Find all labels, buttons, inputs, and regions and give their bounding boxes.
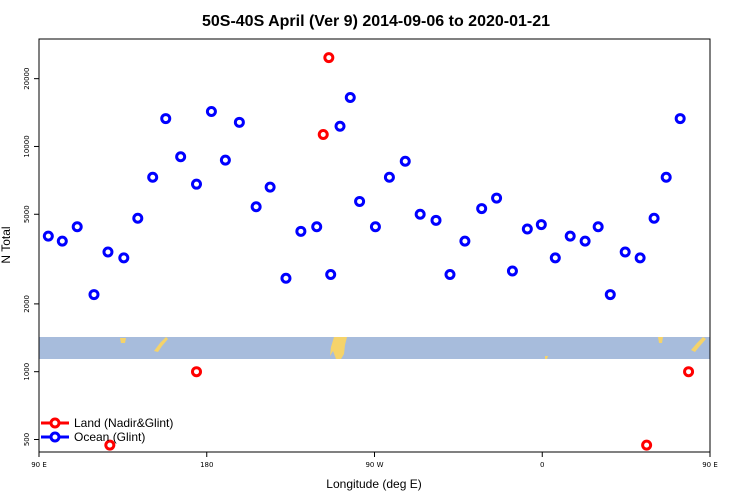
- ocean-point: [399, 155, 411, 167]
- ocean-point: [674, 113, 686, 125]
- land-patch: [154, 337, 168, 352]
- ocean-point: [619, 246, 631, 258]
- legend: Land (Nadir&Glint) Ocean (Glint): [41, 416, 173, 444]
- ocean-point: [190, 178, 202, 190]
- plot-frame: [38, 38, 711, 453]
- ocean-point: [521, 223, 533, 235]
- ocean-point: [71, 221, 83, 233]
- ocean-point: [88, 289, 100, 301]
- ocean-point: [369, 221, 381, 233]
- ocean-point: [205, 105, 217, 117]
- ocean-point: [535, 219, 547, 231]
- y-tick-label: 2000: [23, 295, 31, 313]
- ocean-point: [564, 230, 576, 242]
- x-axis: 90 E 180 90 W 0 90 E: [31, 452, 718, 469]
- ocean-point: [414, 208, 426, 220]
- ocean-point: [592, 221, 604, 233]
- ocean-point: [175, 151, 187, 163]
- ocean-point: [233, 116, 245, 128]
- x-tick-label: 180: [200, 461, 213, 469]
- land-point: [190, 366, 202, 378]
- ocean-point: [648, 212, 660, 224]
- land-patch: [120, 338, 126, 343]
- ocean-band: [39, 337, 710, 359]
- y-axis: 500 1000 2000 5000 10000 20000: [23, 68, 39, 446]
- ocean-point: [634, 252, 646, 264]
- land-patch: [658, 337, 663, 343]
- ocean-point: [459, 235, 471, 247]
- land-point: [683, 366, 695, 378]
- y-tick-label: 10000: [23, 135, 31, 157]
- x-tick-label: 90 W: [365, 461, 383, 469]
- x-tick-label: 0: [540, 461, 544, 469]
- ocean-point: [354, 195, 366, 207]
- y-tick-label: 5000: [23, 205, 31, 223]
- ocean-point: [344, 91, 356, 103]
- ocean-point: [160, 113, 172, 125]
- land-patch: [330, 337, 347, 359]
- ocean-point: [476, 203, 488, 215]
- legend-label-land: Land (Nadir&Glint): [74, 416, 173, 430]
- legend-label-ocean: Ocean (Glint): [74, 430, 145, 444]
- data-points: [42, 52, 695, 451]
- land-point: [323, 52, 335, 64]
- ocean-point: [42, 230, 54, 242]
- ocean-point: [430, 214, 442, 226]
- land-mask-band: [39, 337, 710, 359]
- ocean-point: [506, 265, 518, 277]
- y-tick-label: 500: [23, 433, 31, 446]
- land-point: [317, 129, 329, 141]
- x-axis-label: Longitude (deg E): [326, 477, 421, 491]
- ocean-point: [444, 269, 456, 281]
- y-tick-label: 20000: [23, 68, 31, 90]
- ocean-point: [311, 221, 323, 233]
- y-tick-label: 1000: [23, 363, 31, 381]
- ocean-point: [491, 192, 503, 204]
- ocean-point: [56, 235, 68, 247]
- ocean-point: [102, 246, 114, 258]
- land-point: [104, 439, 116, 451]
- legend-marker-land: [49, 417, 61, 429]
- ocean-point: [219, 154, 231, 166]
- ocean-point: [604, 289, 616, 301]
- land-patch: [691, 337, 706, 352]
- ocean-point: [264, 181, 276, 193]
- ocean-point: [250, 201, 262, 213]
- ocean-point: [118, 252, 130, 264]
- x-tick-label: 90 E: [31, 461, 47, 469]
- ocean-point: [280, 272, 292, 284]
- ocean-point: [383, 171, 395, 183]
- ocean-point: [579, 235, 591, 247]
- land-point: [641, 439, 653, 451]
- ocean-point: [132, 212, 144, 224]
- ocean-point: [325, 269, 337, 281]
- ocean-point: [147, 171, 159, 183]
- ocean-point: [295, 225, 307, 237]
- ocean-point: [334, 120, 346, 132]
- y-axis-label: N Total: [0, 226, 13, 263]
- x-tick-label: 90 E: [702, 461, 718, 469]
- ocean-point: [660, 171, 672, 183]
- land-patch: [545, 356, 548, 359]
- legend-marker-ocean: [49, 431, 61, 443]
- ocean-point: [549, 252, 561, 264]
- chart-title: 50S-40S April (Ver 9) 2014-09-06 to 2020…: [202, 13, 550, 30]
